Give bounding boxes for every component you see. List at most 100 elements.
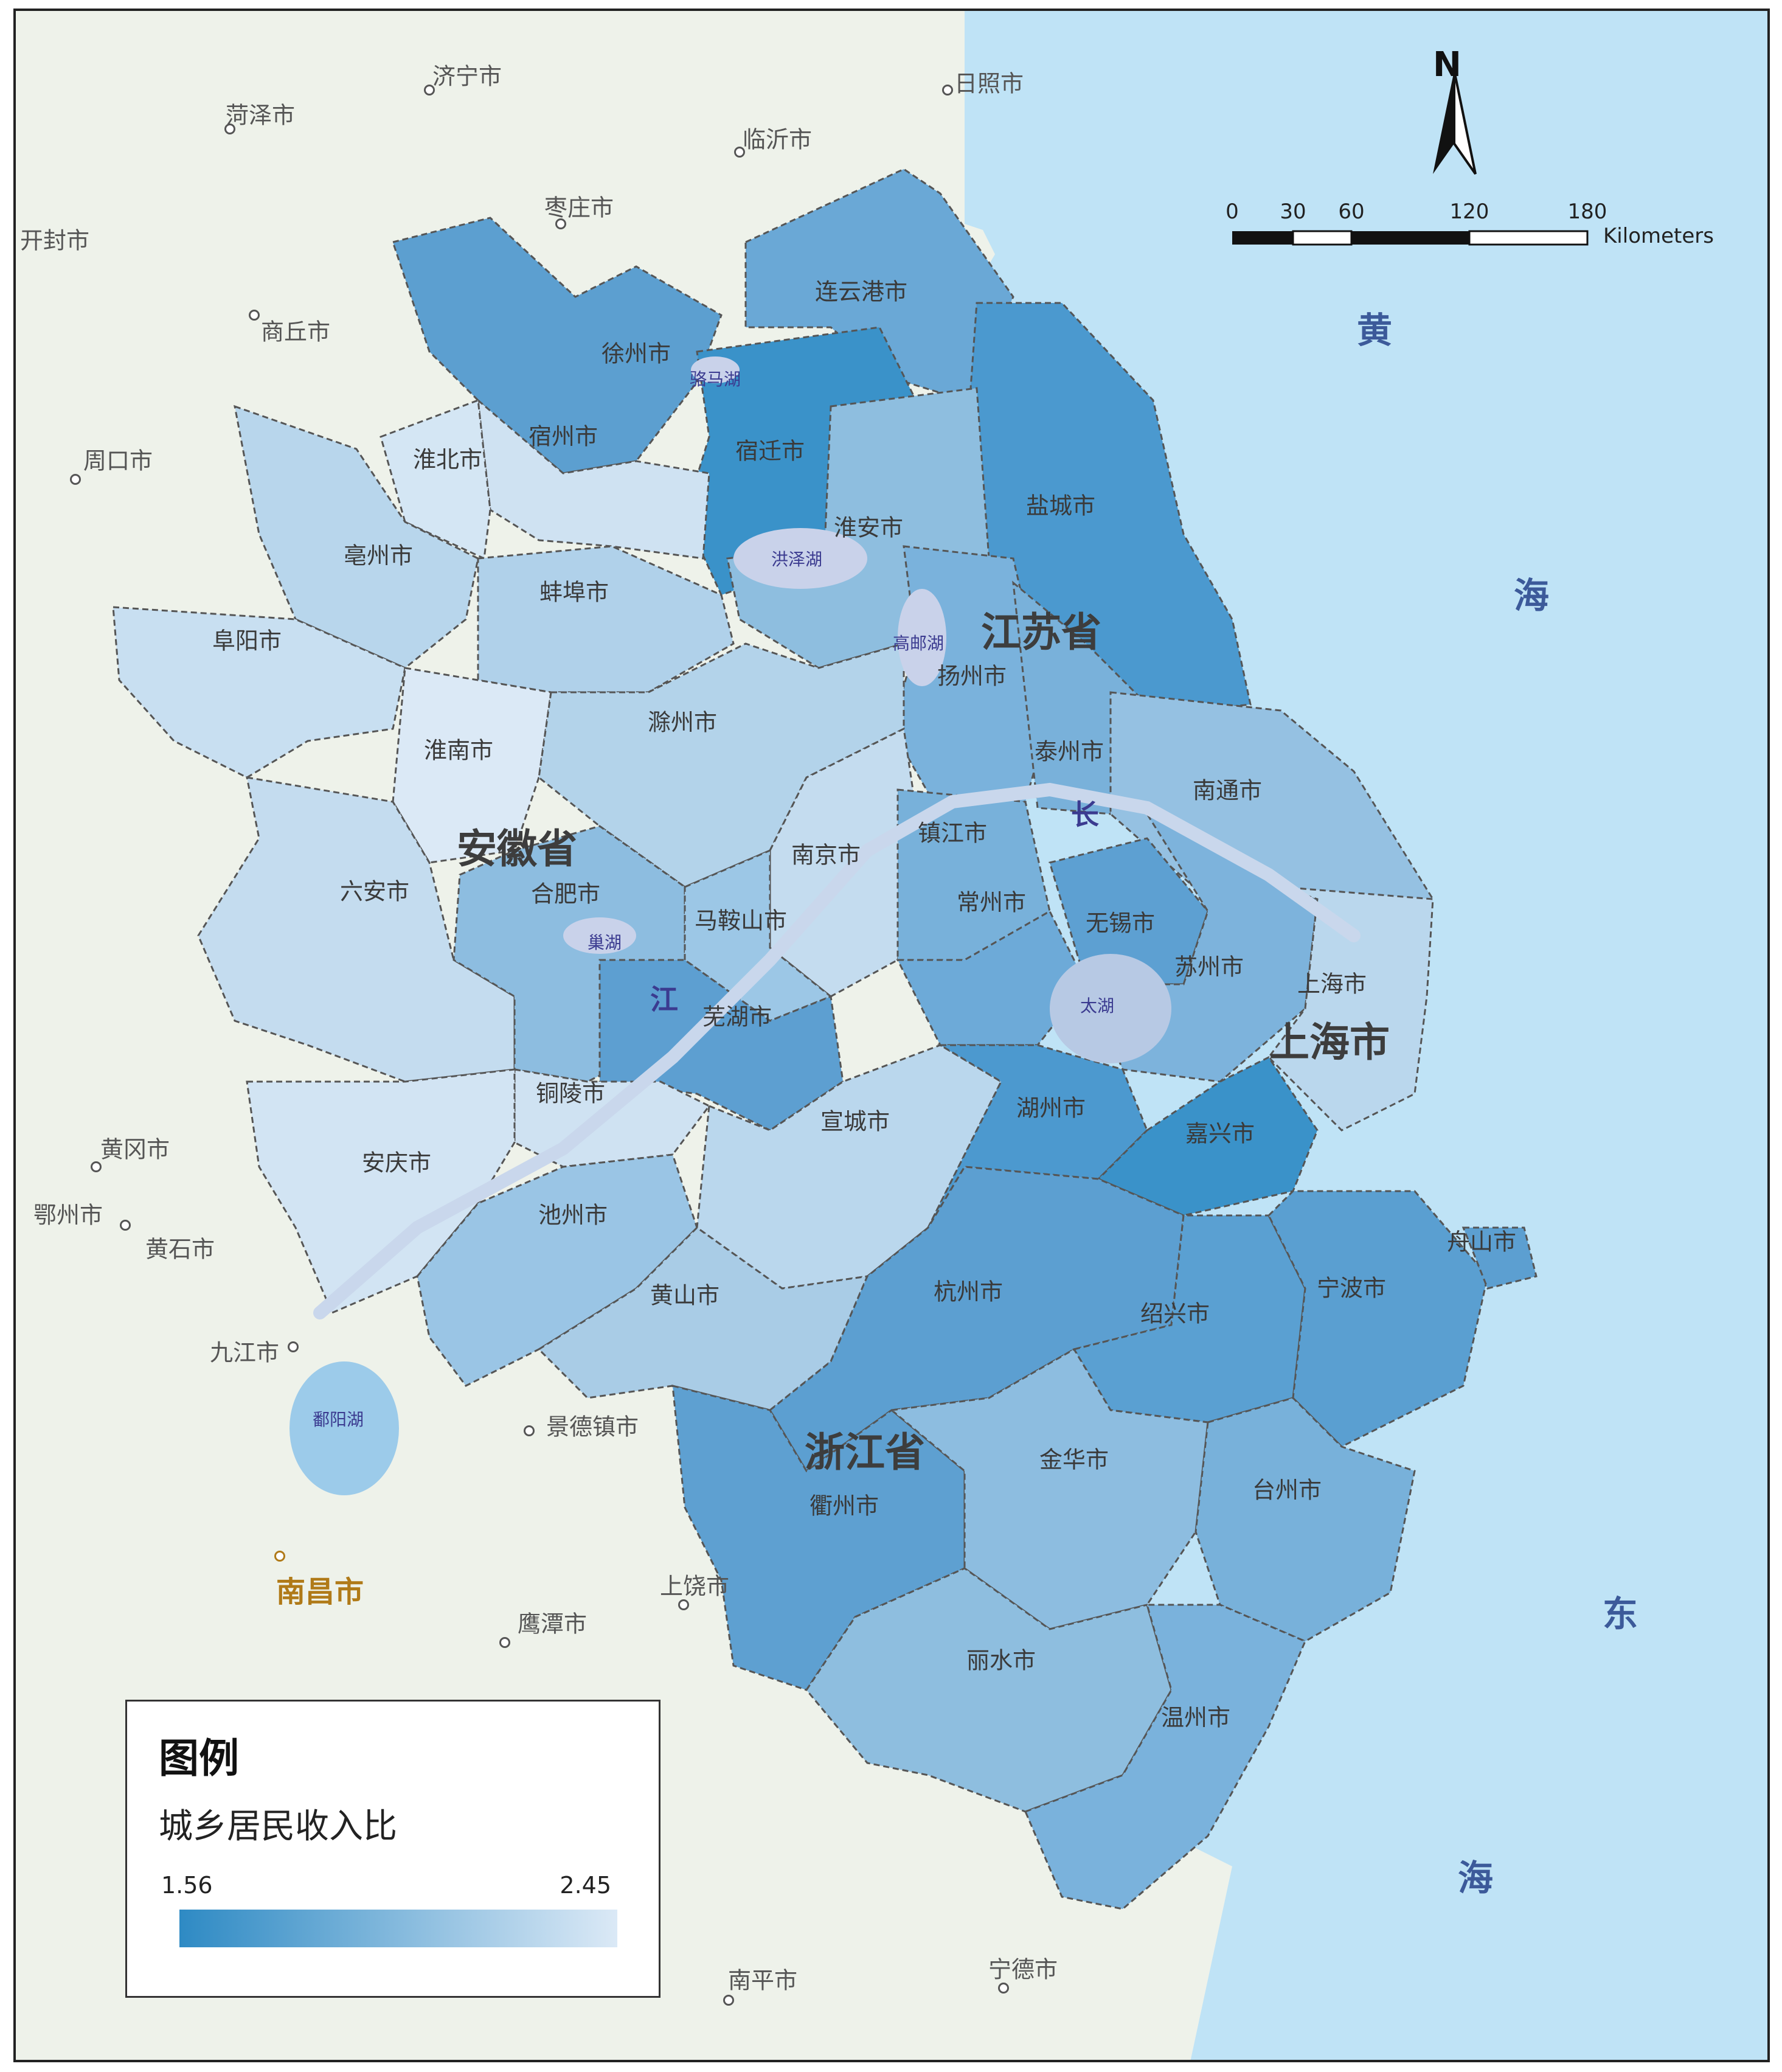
place-dot — [288, 1341, 299, 1352]
region-ningbo — [1267, 1190, 1489, 1448]
label-place-shangrao: 上饶市 — [659, 1573, 730, 1600]
label-taizhou-zj: 台州市 — [1252, 1476, 1322, 1504]
label-huainan: 淮南市 — [423, 737, 494, 764]
label-huaian: 淮安市 — [833, 514, 904, 541]
label-changzhou: 常州市 — [956, 889, 1027, 916]
scale-units: Kilometers — [1603, 224, 1714, 248]
place-dot — [734, 147, 745, 158]
label-nantong: 南通市 — [1192, 777, 1263, 804]
label-province-zhejiang: 浙江省 — [805, 1429, 925, 1476]
lake-chao — [563, 917, 636, 954]
label-hefei: 合肥市 — [530, 880, 601, 908]
region-fuyang — [112, 606, 406, 779]
label-jiaxing: 嘉兴市 — [1185, 1120, 1255, 1147]
legend-subtitle: 城乡居民收入比 — [159, 1807, 397, 1846]
region-huangshan — [537, 1226, 869, 1411]
label-chizhou: 池州市 — [538, 1201, 608, 1229]
label-lake-luoma: 骆马湖 — [689, 369, 741, 389]
label-place-jining: 济宁市 — [432, 63, 502, 90]
scale-tick-label: 30 — [1280, 200, 1306, 224]
label-place-nanping: 南平市 — [727, 1967, 798, 1994]
label-lake-hongze: 洪泽湖 — [771, 549, 823, 569]
place-dot — [555, 218, 566, 229]
label-yancheng: 盐城市 — [1025, 492, 1096, 520]
label-sea-hai-2: 海 — [1457, 1857, 1494, 1899]
label-xuzhou: 徐州市 — [601, 340, 671, 367]
lake-gaoyou — [898, 589, 946, 686]
region-suzhou-ah — [477, 398, 710, 560]
label-river-chang: 长 — [1071, 798, 1099, 831]
place-dot — [70, 474, 81, 485]
scale-tick-label: 60 — [1338, 200, 1365, 224]
label-suzhou-js: 苏州市 — [1174, 953, 1244, 981]
place-dot — [224, 123, 235, 134]
region-bengbu — [477, 545, 735, 694]
label-place-ezhou: 鄂州市 — [33, 1201, 103, 1229]
label-lake-gaoyou: 高邮湖 — [892, 633, 945, 653]
yangtze-river — [313, 782, 1361, 1319]
region-jinhua — [889, 1347, 1209, 1630]
label-anqing: 安庆市 — [361, 1149, 432, 1177]
place-dot — [678, 1599, 689, 1610]
land-north-strip — [16, 11, 965, 242]
label-place-nanchang: 南昌市 — [276, 1575, 364, 1609]
region-huainan — [392, 667, 552, 864]
map-frame: 徐州市 连云港市 宿迁市 宿州市 淮北市 亳州市 阜阳市 蚌埠市 淮安市 盐城市… — [13, 9, 1770, 2062]
coastline-north — [916, 11, 995, 285]
place-dot — [524, 1425, 535, 1436]
label-zhenjiang: 镇江市 — [917, 819, 988, 847]
scale-bar: 0 30 60 120 180 Kilometers — [1226, 200, 1725, 273]
label-place-shangqiu: 商丘市 — [260, 318, 331, 346]
region-shaoxing — [1072, 1214, 1306, 1424]
label-tongling: 铜陵市 — [535, 1080, 606, 1107]
lake-tai — [1050, 954, 1171, 1063]
label-wuhu: 芜湖市 — [702, 1003, 772, 1031]
region-huzhou — [927, 1044, 1148, 1228]
label-lake-tai: 太湖 — [1080, 996, 1115, 1016]
label-suqian: 宿迁市 — [735, 437, 805, 465]
region-xuzhou — [392, 217, 723, 475]
label-jinhua: 金华市 — [1039, 1446, 1109, 1473]
region-jiaxing — [1097, 1056, 1319, 1217]
label-hangzhou: 杭州市 — [933, 1278, 1004, 1305]
label-liuan: 六安市 — [339, 878, 410, 905]
label-bengbu: 蚌埠市 — [539, 579, 609, 606]
label-place-ningde: 宁德市 — [988, 1956, 1058, 1983]
region-suqian — [684, 326, 917, 596]
study-area — [112, 168, 1538, 1910]
label-lake-poyang: 鄱阳湖 — [312, 1410, 364, 1430]
label-fuyang: 阜阳市 — [212, 627, 282, 655]
place-dot — [499, 1637, 510, 1648]
label-maanshan: 马鞍山市 — [694, 907, 788, 934]
place-dot — [424, 85, 435, 96]
label-lishui: 丽水市 — [966, 1647, 1036, 1674]
label-province-anhui: 安徽省 — [457, 826, 577, 872]
region-bozhou — [234, 405, 479, 669]
label-wuxi: 无锡市 — [1085, 909, 1156, 937]
label-quzhou: 衢州市 — [809, 1492, 879, 1520]
label-river-jiang: 江 — [650, 983, 678, 1016]
place-dot — [723, 1995, 734, 2006]
label-sea-dong: 东 — [1602, 1593, 1638, 1635]
label-wenzhou: 温州市 — [1160, 1704, 1231, 1731]
label-chuzhou: 滁州市 — [647, 709, 718, 736]
legend-title: 图例 — [159, 1735, 239, 1782]
scale-tick-label: 120 — [1449, 200, 1489, 224]
place-dot — [249, 310, 260, 321]
lake-luoma — [691, 356, 740, 383]
label-nanjing: 南京市 — [791, 841, 861, 869]
region-taizhou-zj — [1194, 1397, 1416, 1643]
region-chizhou — [416, 1153, 698, 1387]
label-shanghai: 上海市 — [1297, 970, 1367, 998]
label-place-huanggang: 黄冈市 — [100, 1136, 170, 1163]
label-place-zhoukou: 周口市 — [83, 447, 153, 475]
label-place-huangshi: 黄石市 — [145, 1236, 215, 1263]
region-zhoushan — [1461, 1226, 1538, 1290]
legend-color-ramp — [179, 1910, 617, 1947]
place-dot — [120, 1220, 131, 1231]
lake-poyang — [289, 1361, 399, 1495]
scale-tick-label: 0 — [1226, 200, 1239, 224]
legend-box: 图例 城乡居民收入比 1.56 2.45 — [125, 1700, 660, 1998]
legend-min-label: 1.56 — [161, 1872, 213, 1899]
label-place-heze: 菏泽市 — [225, 102, 296, 129]
